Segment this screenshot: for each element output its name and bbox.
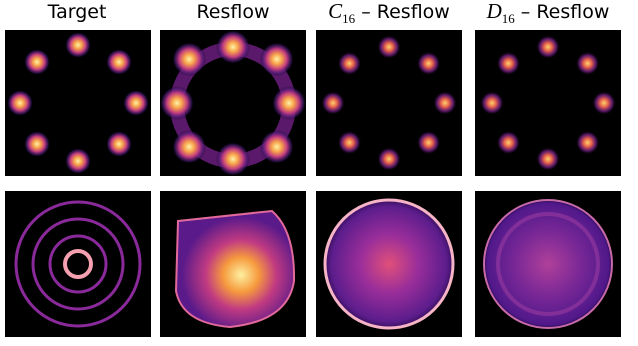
- subscript: 16: [502, 11, 516, 26]
- density-mode: [272, 86, 306, 120]
- density-mode: [496, 51, 521, 76]
- image-panel: [316, 191, 462, 337]
- column-title: C16 – Resflow: [328, 0, 450, 26]
- image-panel: [160, 191, 306, 337]
- density-ring: [14, 200, 142, 328]
- density-mode: [433, 91, 457, 115]
- density-ring: [63, 249, 93, 279]
- density-ring: [31, 217, 125, 311]
- density-mode: [259, 42, 294, 77]
- image-panel: [160, 30, 306, 176]
- density-mode: [106, 48, 133, 75]
- image-panel: [475, 30, 621, 176]
- density-mode: [216, 142, 250, 176]
- density-ring: [48, 234, 108, 294]
- density-body: [483, 199, 613, 329]
- density-mode: [123, 90, 149, 116]
- density-mode: [23, 48, 50, 75]
- density-mode: [65, 32, 91, 58]
- density-mode: [321, 91, 345, 115]
- image-panel: [5, 191, 151, 337]
- image-panel: [316, 30, 462, 176]
- density-mode: [377, 147, 401, 171]
- column-title: Resflow: [196, 1, 269, 23]
- density-mode: [575, 130, 600, 155]
- density-mode: [23, 131, 50, 158]
- density-mode: [337, 51, 362, 76]
- density-mode: [416, 51, 441, 76]
- symbol: C: [328, 0, 343, 23]
- image-panel: [475, 191, 621, 337]
- density-mode: [575, 51, 600, 76]
- column-title: D16 – Resflow: [486, 0, 610, 26]
- suffix: – Resflow: [515, 1, 610, 23]
- density-mode: [172, 129, 207, 164]
- density-mode: [377, 35, 401, 59]
- density-ring: [496, 212, 600, 316]
- density-mode: [65, 148, 91, 174]
- symbol: D: [486, 0, 502, 23]
- density-mode: [496, 130, 521, 155]
- density-mode: [416, 130, 441, 155]
- density-mode: [592, 91, 616, 115]
- density-mode: [216, 30, 250, 64]
- density-mode: [259, 129, 294, 164]
- density-mode: [160, 86, 194, 120]
- density-body: [174, 209, 296, 329]
- density-mode: [7, 90, 33, 116]
- density-mode: [106, 131, 133, 158]
- density-mode: [172, 42, 207, 77]
- column-title: Target: [47, 1, 107, 23]
- density-mode: [337, 130, 362, 155]
- density-mode: [480, 91, 504, 115]
- suffix: – Resflow: [355, 1, 450, 23]
- density-body: [323, 198, 455, 330]
- density-mode: [536, 35, 560, 59]
- panel-background: [5, 191, 151, 337]
- density-mode: [536, 147, 560, 171]
- subscript: 16: [342, 11, 356, 26]
- image-panel: [5, 30, 151, 176]
